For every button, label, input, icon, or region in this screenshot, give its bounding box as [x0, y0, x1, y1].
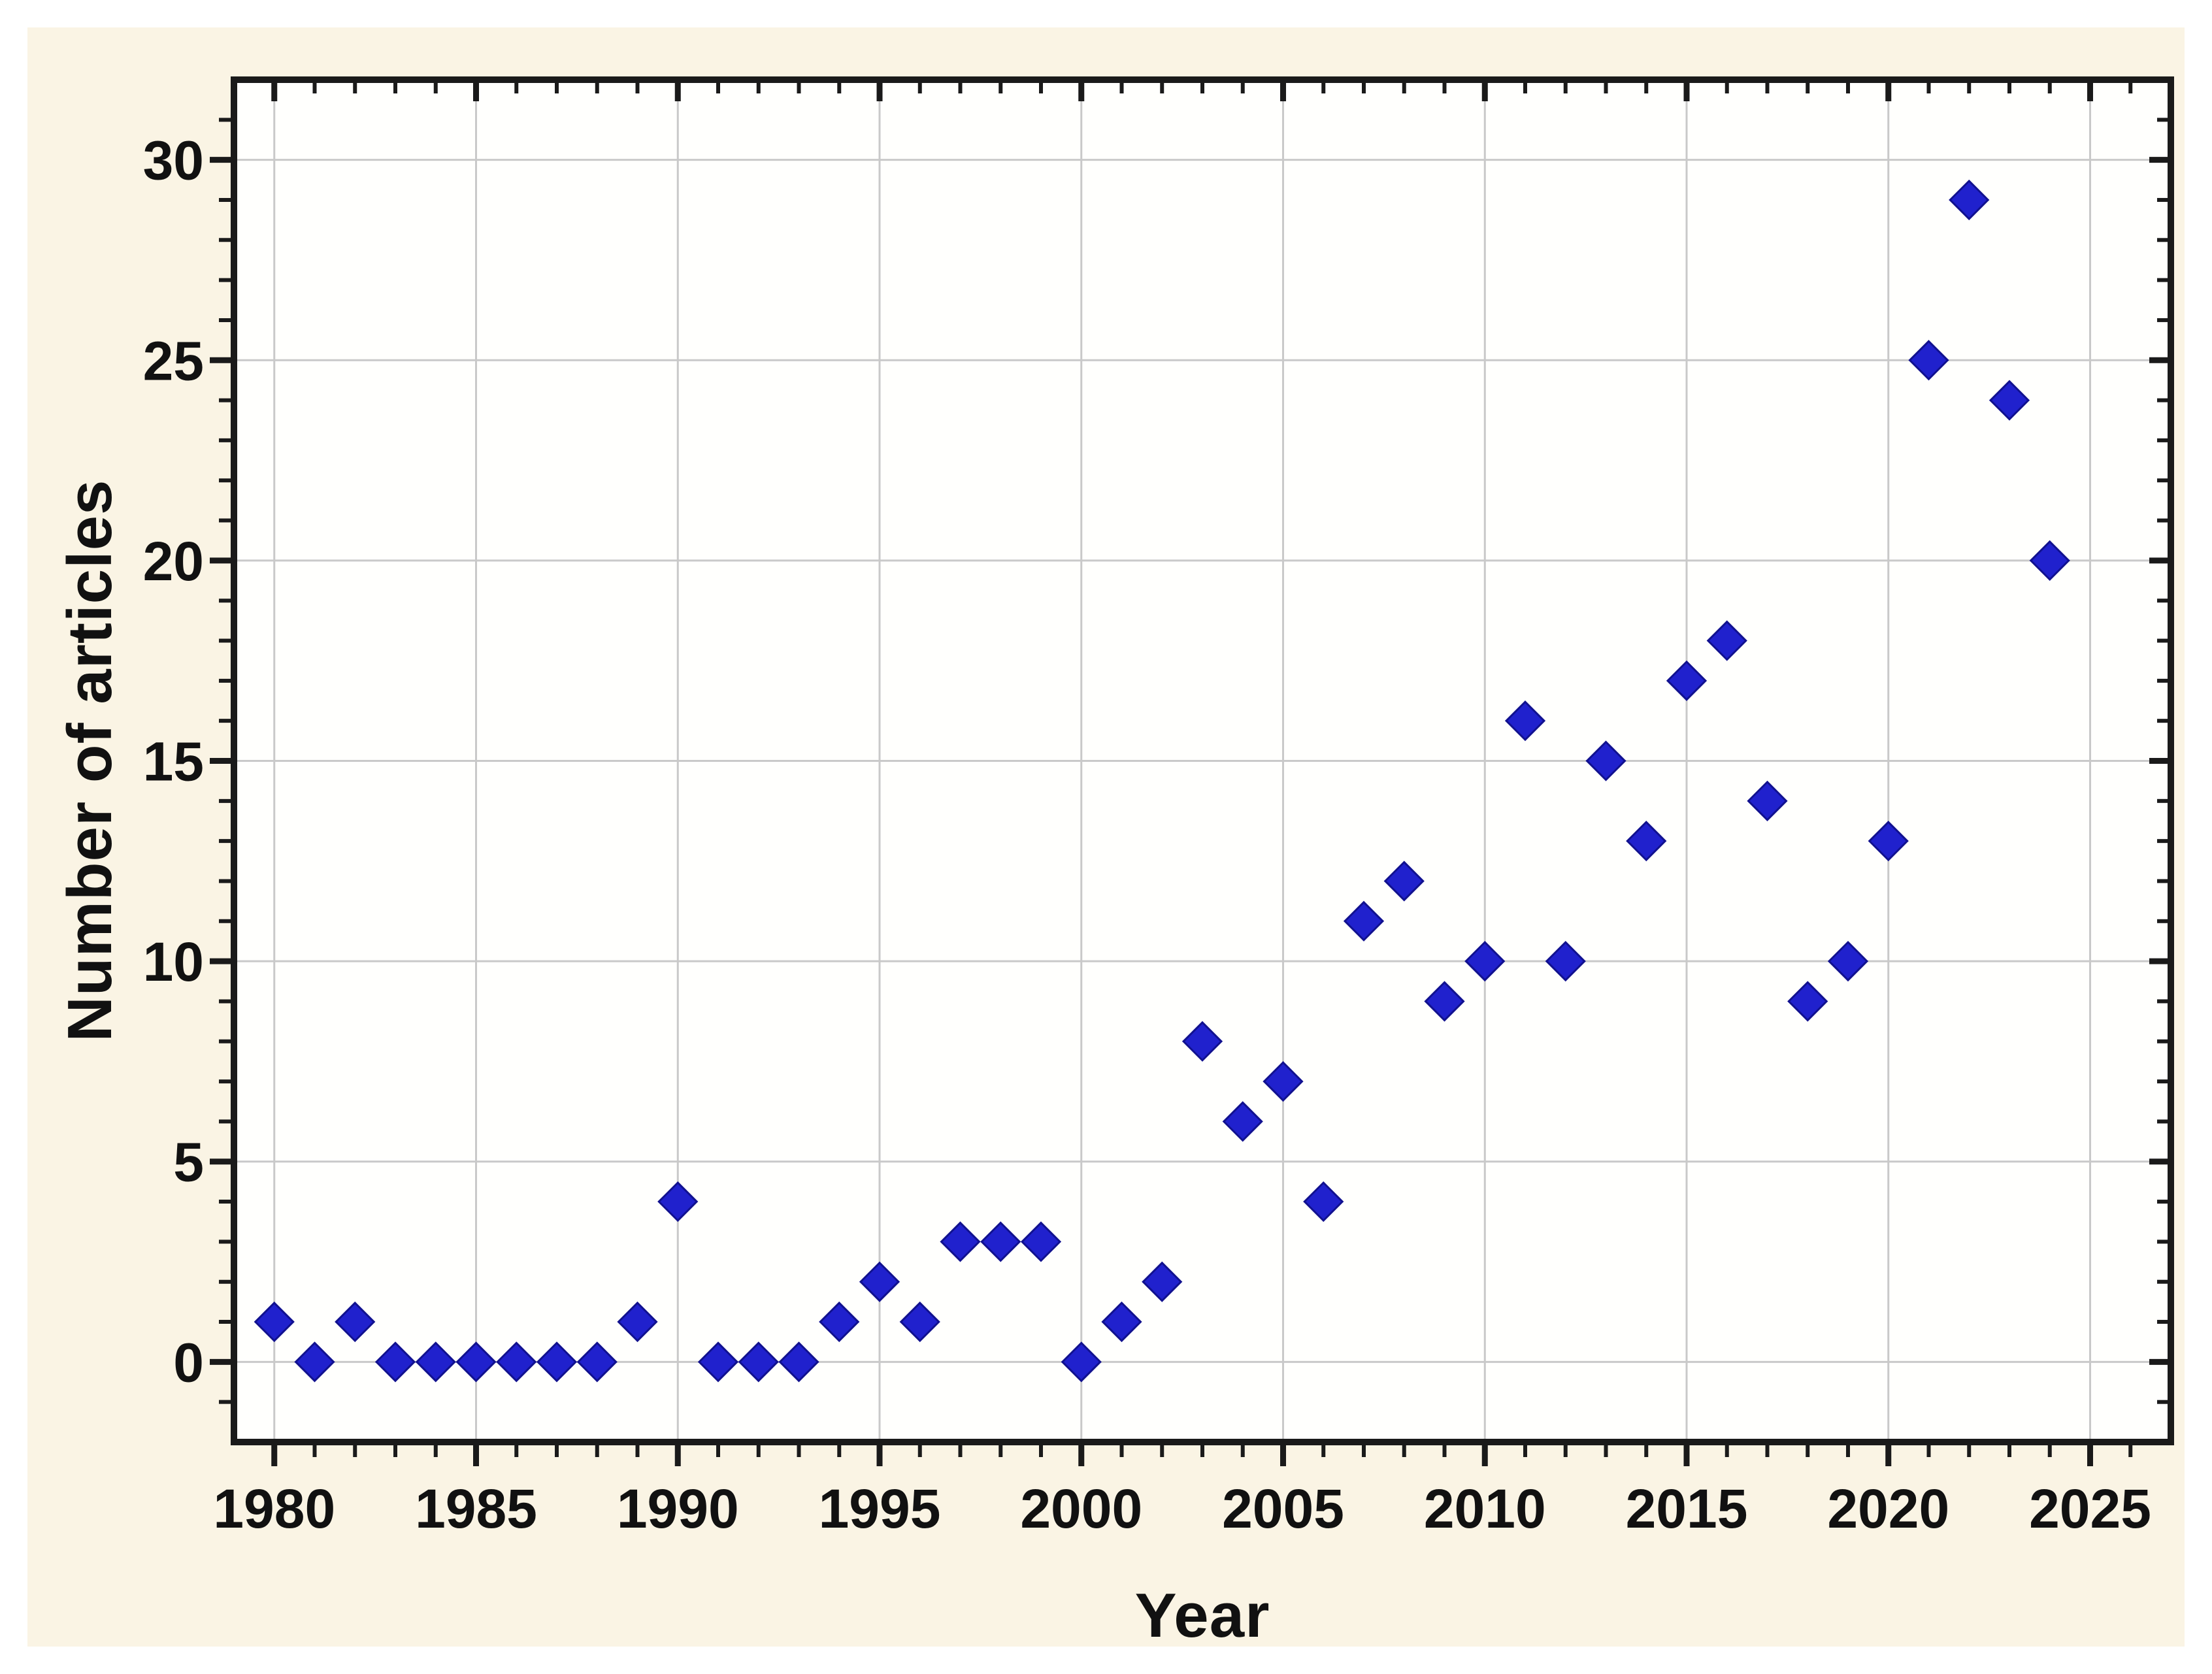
- x-tick-label: 2010: [1424, 1478, 1546, 1539]
- data-point-2013: [1585, 740, 1626, 781]
- data-point-2012: [1545, 940, 1586, 982]
- data-point-2017: [1747, 780, 1788, 821]
- x-tick-label: 1985: [415, 1478, 537, 1539]
- data-point-1996: [899, 1301, 940, 1343]
- data-point-2009: [1424, 981, 1465, 1022]
- data-point-2023: [1989, 380, 2030, 421]
- data-point-2016: [1706, 620, 1747, 661]
- y-tick-label: 20: [143, 531, 204, 592]
- y-tick-label: 5: [173, 1132, 204, 1193]
- y-tick-label: 30: [143, 130, 204, 191]
- data-point-1994: [819, 1301, 860, 1343]
- x-tick-label: 2015: [1626, 1478, 1748, 1539]
- data-point-2001: [1101, 1301, 1142, 1343]
- data-point-1986: [496, 1341, 537, 1383]
- y-axis-title: Number of articles: [55, 479, 125, 1042]
- data-point-2006: [1303, 1181, 1344, 1223]
- data-point-1985: [455, 1341, 497, 1383]
- x-tick-label: 2025: [2029, 1478, 2151, 1539]
- x-tick-label: 1995: [819, 1478, 941, 1539]
- data-point-2021: [1908, 340, 1949, 381]
- y-tick-label: 15: [143, 731, 204, 793]
- data-point-2024: [2029, 540, 2070, 582]
- x-tick-label: 2000: [1020, 1478, 1142, 1539]
- data-point-1997: [940, 1221, 981, 1262]
- data-point-1989: [617, 1301, 658, 1343]
- data-point-1987: [536, 1341, 578, 1383]
- data-point-2018: [1787, 981, 1828, 1022]
- data-point-2015: [1666, 660, 1708, 701]
- data-point-1990: [657, 1181, 699, 1223]
- data-point-1999: [1020, 1221, 1062, 1262]
- data-point-1983: [374, 1341, 416, 1383]
- data-point-2007: [1343, 900, 1385, 942]
- data-point-1981: [294, 1341, 335, 1383]
- data-point-2000: [1061, 1341, 1102, 1383]
- data-point-1988: [576, 1341, 618, 1383]
- data-point-1998: [980, 1221, 1021, 1262]
- data-point-2003: [1181, 1021, 1223, 1062]
- data-point-2011: [1504, 700, 1546, 742]
- data-point-2005: [1263, 1060, 1304, 1102]
- y-tick-label: 10: [143, 931, 204, 993]
- x-tick-label: 1990: [617, 1478, 739, 1539]
- x-tick-label: 2005: [1222, 1478, 1344, 1539]
- x-axis-title: Year: [1134, 1581, 1270, 1650]
- data-point-1991: [697, 1341, 739, 1383]
- data-point-2019: [1827, 940, 1869, 982]
- data-point-1993: [778, 1341, 819, 1383]
- data-point-2002: [1142, 1261, 1183, 1302]
- data-point-2014: [1626, 821, 1667, 862]
- data-point-2022: [1949, 179, 1990, 221]
- y-tick-label: 25: [143, 330, 204, 391]
- data-point-1992: [738, 1341, 779, 1383]
- data-point-2020: [1868, 821, 1909, 862]
- data-point-2010: [1464, 940, 1506, 982]
- data-point-2008: [1383, 861, 1425, 902]
- data-point-2004: [1222, 1101, 1263, 1142]
- data-point-1980: [254, 1301, 295, 1343]
- x-tick-label: 2020: [1827, 1478, 1949, 1539]
- y-tick-label: 0: [173, 1332, 204, 1393]
- data-point-1982: [335, 1301, 376, 1343]
- data-point-1995: [859, 1261, 900, 1302]
- data-point-1984: [415, 1341, 456, 1383]
- axis-frame: [231, 76, 2174, 1445]
- x-tick-label: 1980: [213, 1478, 335, 1539]
